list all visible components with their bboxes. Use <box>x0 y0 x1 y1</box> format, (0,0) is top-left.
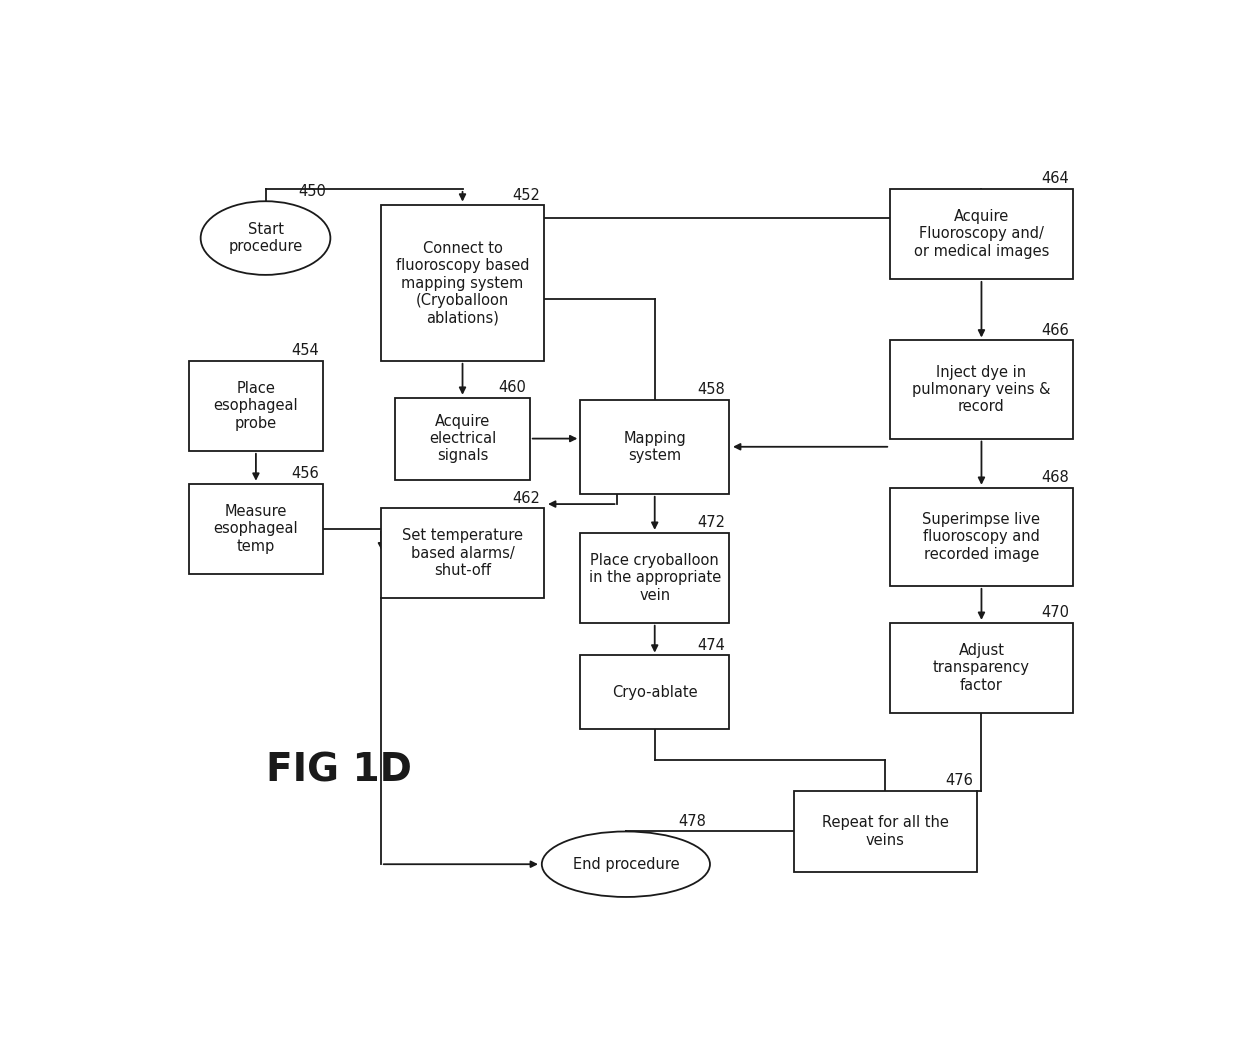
Text: Cryo-ablate: Cryo-ablate <box>611 685 698 699</box>
FancyBboxPatch shape <box>580 400 729 494</box>
Ellipse shape <box>201 201 330 275</box>
Text: Place
esophageal
probe: Place esophageal probe <box>213 381 298 431</box>
Text: 470: 470 <box>1040 605 1069 621</box>
Text: 464: 464 <box>1042 171 1069 186</box>
Text: Measure
esophageal
temp: Measure esophageal temp <box>213 504 298 554</box>
FancyBboxPatch shape <box>188 360 324 451</box>
Text: 460: 460 <box>498 381 526 395</box>
FancyBboxPatch shape <box>381 508 544 598</box>
Ellipse shape <box>542 831 711 897</box>
Text: Set temperature
based alarms/
shut-off: Set temperature based alarms/ shut-off <box>402 528 523 578</box>
FancyBboxPatch shape <box>794 791 977 873</box>
FancyBboxPatch shape <box>188 484 324 574</box>
Text: Mapping
system: Mapping system <box>624 431 686 463</box>
Text: Acquire
Fluoroscopy and/
or medical images: Acquire Fluoroscopy and/ or medical imag… <box>914 209 1049 259</box>
Text: Superimpse live
fluoroscopy and
recorded image: Superimpse live fluoroscopy and recorded… <box>923 512 1040 561</box>
Text: Adjust
transparency
factor: Adjust transparency factor <box>932 643 1030 693</box>
FancyBboxPatch shape <box>890 340 1073 439</box>
Text: Inject dye in
pulmonary veins &
record: Inject dye in pulmonary veins & record <box>913 365 1050 415</box>
FancyBboxPatch shape <box>396 398 529 479</box>
Text: Start
procedure: Start procedure <box>228 222 303 254</box>
Text: 462: 462 <box>512 491 541 506</box>
FancyBboxPatch shape <box>381 205 544 360</box>
Text: End procedure: End procedure <box>573 857 680 872</box>
Text: 474: 474 <box>697 638 725 653</box>
Text: Repeat for all the
veins: Repeat for all the veins <box>822 815 949 847</box>
FancyBboxPatch shape <box>580 533 729 623</box>
Text: 476: 476 <box>945 773 973 788</box>
Text: 458: 458 <box>698 383 725 398</box>
Text: 454: 454 <box>291 343 320 358</box>
Text: 452: 452 <box>512 188 541 203</box>
Text: 468: 468 <box>1042 470 1069 485</box>
Text: 466: 466 <box>1042 323 1069 338</box>
Text: Place cryoballoon
in the appropriate
vein: Place cryoballoon in the appropriate vei… <box>589 553 720 603</box>
FancyBboxPatch shape <box>890 189 1073 279</box>
Text: 450: 450 <box>299 184 326 199</box>
Text: 478: 478 <box>678 814 706 829</box>
Text: Acquire
electrical
signals: Acquire electrical signals <box>429 414 496 463</box>
FancyBboxPatch shape <box>890 623 1073 713</box>
FancyBboxPatch shape <box>890 488 1073 586</box>
FancyBboxPatch shape <box>580 656 729 729</box>
Text: Connect to
fluoroscopy based
mapping system
(Cryoballoon
ablations): Connect to fluoroscopy based mapping sys… <box>396 241 529 325</box>
Text: 472: 472 <box>697 516 725 530</box>
Text: 456: 456 <box>291 467 320 482</box>
Text: FIG 1D: FIG 1D <box>265 752 412 789</box>
